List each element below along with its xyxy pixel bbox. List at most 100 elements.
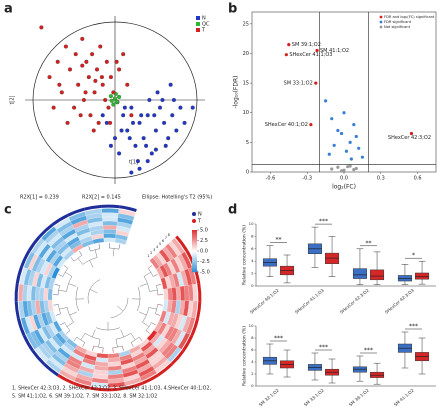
point	[342, 168, 346, 172]
group-cell	[67, 207, 85, 217]
dendrogram	[142, 321, 150, 327]
group-cell	[57, 373, 75, 385]
heat-cell	[43, 287, 49, 301]
y-axis-label: -log₁₀(FDR)	[233, 75, 240, 108]
dendrogram	[138, 337, 143, 342]
heat-cell	[102, 216, 118, 222]
colorbar-step	[192, 270, 197, 273]
group-cell	[119, 205, 137, 213]
row-label: 6	[162, 239, 164, 243]
dendrogram	[90, 248, 100, 252]
heat-cell	[167, 287, 173, 301]
group-cell	[83, 204, 102, 211]
colorbar-step	[192, 263, 197, 265]
colorbar-step	[192, 232, 197, 234]
point	[121, 113, 126, 118]
dendrogram	[66, 276, 73, 292]
point	[153, 147, 158, 152]
x-tick-label: 0.6	[414, 176, 422, 182]
legend-swatch	[196, 28, 200, 32]
point-label: SM 41:1;O2	[320, 48, 349, 54]
row-label: 1	[147, 254, 149, 258]
point	[357, 146, 361, 150]
point	[137, 120, 142, 125]
legend-label: QC	[202, 22, 210, 28]
point	[117, 151, 122, 156]
dendrogram	[73, 337, 78, 342]
dendrogram	[63, 265, 68, 269]
y-tick-label: 6	[251, 246, 254, 251]
dendrogram	[54, 284, 60, 286]
panel-label: c	[4, 203, 12, 218]
heat-cell	[103, 237, 116, 243]
legend-swatch	[192, 212, 196, 216]
colorbar-step	[192, 253, 197, 255]
point	[166, 136, 171, 141]
y-tick-label: 4	[251, 258, 254, 263]
colorbar-label: -5.0	[200, 270, 210, 276]
colorbar-step	[192, 237, 197, 239]
dendrogram	[153, 274, 158, 277]
colorbar-step	[192, 236, 197, 238]
point	[76, 82, 81, 87]
point	[133, 143, 138, 148]
colorbar-step	[192, 267, 197, 270]
plot-frame	[251, 11, 437, 173]
heat-cell	[163, 288, 169, 301]
colorbar-step	[192, 269, 197, 272]
row-label: 8	[168, 233, 170, 237]
point	[163, 143, 168, 148]
dendrogram	[66, 330, 71, 334]
y-tick-label: 15	[243, 81, 249, 87]
x-axis-label: log₂(FC)	[332, 184, 356, 191]
point-label: SHexCer 42:3;O2	[388, 135, 431, 141]
point	[344, 149, 349, 153]
point	[39, 25, 44, 30]
note: R2X[2] = 0.145	[82, 195, 121, 201]
point	[100, 82, 105, 87]
colorbar-step	[192, 239, 197, 241]
point	[352, 168, 356, 172]
dendrogram	[151, 322, 156, 326]
dendrogram	[69, 311, 78, 316]
point	[332, 143, 336, 147]
point	[78, 113, 83, 118]
heat-cell	[171, 287, 177, 301]
point	[92, 90, 97, 95]
y-tick-label: 2	[251, 371, 254, 376]
dendrogram	[87, 279, 101, 304]
point	[354, 166, 358, 171]
dendrogram	[138, 311, 147, 316]
point	[135, 159, 140, 164]
dendrogram	[142, 307, 150, 323]
colorbar-label: -2.5	[200, 259, 210, 265]
dendrogram	[58, 274, 63, 277]
point	[72, 105, 77, 110]
point	[73, 52, 78, 57]
group-cell	[125, 381, 143, 390]
colorbar-step	[192, 260, 197, 262]
point	[114, 59, 119, 64]
y-tick-label: 0	[246, 170, 249, 176]
point	[108, 143, 113, 148]
point	[130, 120, 136, 125]
point	[349, 157, 353, 161]
colorbar-step	[192, 242, 197, 244]
significance: ***	[274, 335, 283, 342]
heat-cell	[102, 220, 118, 226]
heat-cell	[101, 208, 120, 214]
point	[144, 143, 149, 148]
point	[162, 120, 167, 125]
dendrogram	[143, 272, 151, 277]
dendrogram	[139, 283, 148, 287]
point	[309, 122, 313, 127]
colorbar-step	[192, 231, 197, 233]
y-tick-label: 4	[251, 359, 254, 364]
y-axis-label: t[2]	[10, 95, 16, 104]
dendrogram	[79, 251, 83, 256]
dendrogram	[60, 322, 65, 326]
dendrogram	[53, 304, 59, 306]
colorbar-step	[192, 230, 197, 232]
dendrogram	[66, 321, 74, 327]
point	[314, 81, 318, 85]
